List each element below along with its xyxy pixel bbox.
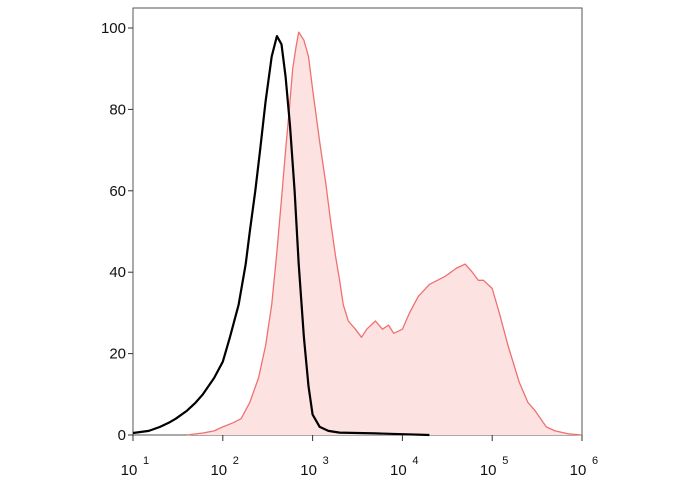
y-tick-label: 0 <box>118 427 126 444</box>
x-tick-label: 10 <box>390 462 407 479</box>
series-0-line <box>187 31 583 436</box>
x-tick-exponent: 3 <box>323 455 329 467</box>
y-tick-label: 80 <box>109 101 126 118</box>
series-0-fill <box>187 32 582 435</box>
x-tick-label: 10 <box>300 462 317 479</box>
x-tick-label: 10 <box>570 462 587 479</box>
x-tick-label: 10 <box>210 462 227 479</box>
x-tick-exponent: 6 <box>592 455 598 467</box>
y-tick-label: 100 <box>101 20 126 37</box>
x-tick-exponent: 5 <box>502 455 508 467</box>
series-layer <box>132 31 583 437</box>
y-tick-labels: 0 20 40 60 80 100 <box>101 20 126 444</box>
y-tick-label: 40 <box>109 264 126 281</box>
ticks-layer <box>128 27 583 441</box>
x-tick-exponent: 4 <box>412 455 418 467</box>
y-tick-label: 20 <box>109 346 126 363</box>
series-1-line <box>132 35 430 437</box>
x-tick-label: 10 <box>121 462 138 479</box>
x-tick-labels: 10 1 10 2 10 3 10 4 10 5 10 6 <box>121 455 598 479</box>
x-tick-exponent: 1 <box>143 455 149 467</box>
x-tick-exponent: 2 <box>233 455 239 467</box>
y-tick-label: 60 <box>109 183 126 200</box>
x-tick-label: 10 <box>480 462 497 479</box>
